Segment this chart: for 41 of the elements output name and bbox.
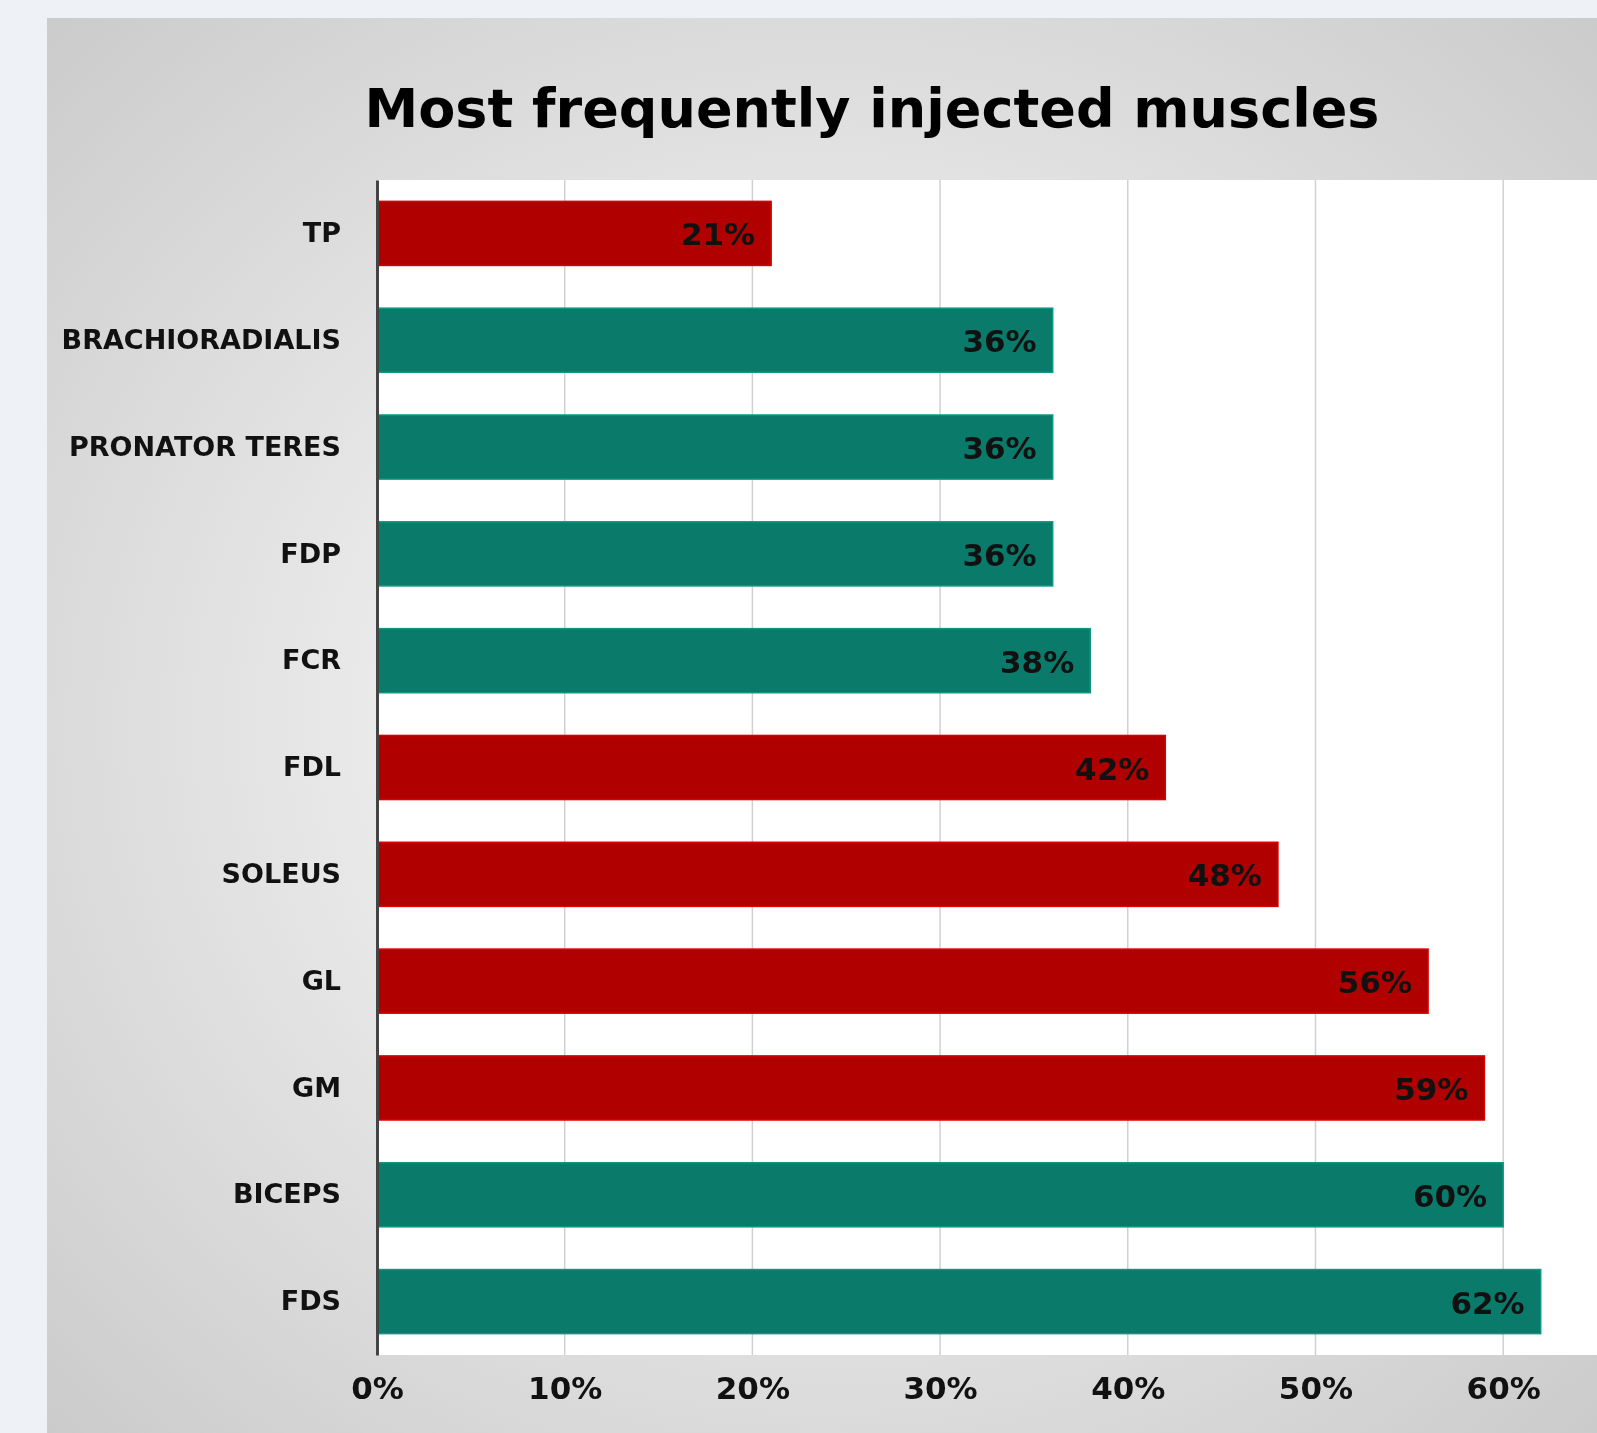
- y-tick-label: FCR: [281, 644, 342, 676]
- data-label: 62%: [1450, 1284, 1525, 1321]
- y-tick-label: TP: [302, 217, 341, 249]
- x-tick-label: 60%: [1466, 1370, 1541, 1407]
- y-tick-label: BICEPS: [232, 1178, 341, 1210]
- bar: [376, 1161, 1504, 1228]
- bar: [376, 414, 1054, 480]
- data-label: 21%: [680, 216, 756, 253]
- x-tick-label: 50%: [1278, 1370, 1354, 1407]
- bar: [376, 200, 772, 267]
- y-tick-label: FDS: [280, 1285, 341, 1317]
- x-tick-label: 20%: [715, 1370, 790, 1407]
- data-label: 59%: [1394, 1070, 1469, 1107]
- data-label: 36%: [962, 430, 1037, 467]
- bar: [376, 1268, 1542, 1335]
- x-tick-label: 0%: [351, 1370, 404, 1407]
- y-tick-label: SOLEUS: [221, 857, 341, 889]
- y-tick-label: FDL: [282, 751, 341, 783]
- bar: [376, 521, 1054, 587]
- chart-title: Most frequently injected muscles: [364, 77, 1380, 140]
- bar: [376, 948, 1429, 1014]
- data-label: 48%: [1187, 857, 1262, 894]
- data-label: 38%: [1000, 643, 1075, 680]
- x-tick-label: 10%: [528, 1370, 603, 1407]
- x-tick-label: 40%: [1091, 1370, 1166, 1407]
- bar: [376, 841, 1279, 908]
- x-tick-label: 30%: [903, 1370, 978, 1407]
- data-label: 56%: [1337, 964, 1413, 1001]
- data-label: 42%: [1075, 750, 1150, 787]
- bar: [376, 1055, 1486, 1121]
- data-label: 36%: [962, 536, 1037, 573]
- bar: [376, 307, 1054, 374]
- data-label: 60%: [1412, 1177, 1488, 1214]
- bar: [376, 627, 1091, 694]
- bar: [376, 734, 1167, 801]
- data-label: 36%: [962, 323, 1037, 360]
- y-tick-label: PRONATOR TERES: [68, 430, 341, 462]
- y-tick-label: GM: [291, 1071, 341, 1103]
- y-tick-label: BRACHIORADIALIS: [61, 323, 341, 355]
- y-tick-label: FDP: [280, 537, 341, 569]
- y-tick-label: GL: [301, 964, 341, 996]
